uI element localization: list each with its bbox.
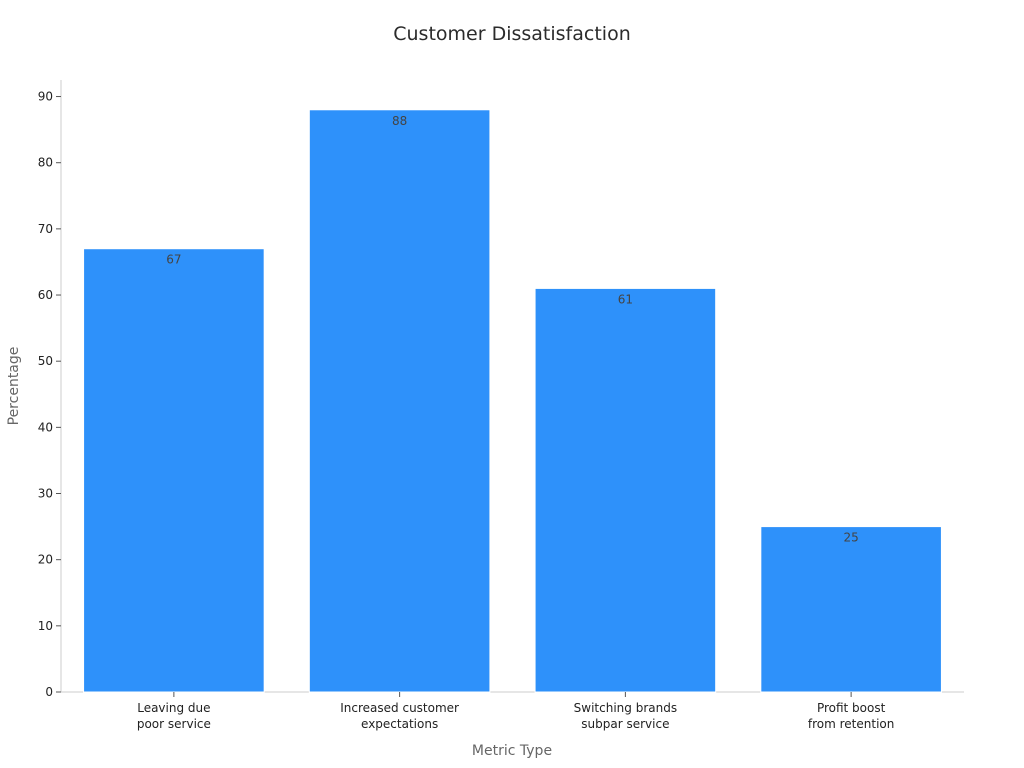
bar	[308, 109, 491, 693]
y-tick-label: 10	[38, 619, 53, 633]
bar-value-label: 61	[618, 292, 633, 306]
bars-group: 67 88 61 25	[83, 109, 942, 693]
y-axis-ticks: 0 10 20 30 40 50 60 70 80 90	[38, 90, 61, 699]
y-tick-label: 60	[38, 288, 53, 302]
bar	[534, 287, 717, 693]
x-tick-label: Profit boost	[817, 701, 886, 715]
y-tick-label: 70	[38, 222, 53, 236]
x-tick-label: Switching brands	[574, 701, 677, 715]
bar	[83, 248, 265, 693]
x-axis-title: Metric Type	[472, 743, 552, 759]
y-tick-label: 50	[38, 354, 53, 368]
y-tick-label: 40	[38, 420, 53, 434]
y-axis-title: Percentage	[6, 347, 22, 426]
x-tick-label: expectations	[361, 717, 438, 731]
y-tick-label: 30	[38, 487, 53, 501]
x-tick-label: poor service	[137, 717, 211, 731]
bar-value-label: 88	[392, 114, 407, 128]
x-tick-label: Increased customer	[340, 701, 459, 715]
bar-value-label: 25	[843, 531, 858, 545]
x-tick-label: Leaving due	[137, 701, 210, 715]
y-tick-label: 90	[38, 90, 53, 104]
bar-value-label: 67	[166, 253, 181, 267]
x-tick-label: from retention	[808, 717, 894, 731]
x-tick-label: subpar service	[581, 717, 669, 731]
y-tick-label: 0	[45, 685, 53, 699]
bar	[760, 526, 942, 693]
chart-title: Customer Dissatisfaction	[393, 23, 630, 45]
y-tick-label: 20	[38, 553, 53, 567]
x-axis-ticks: Leaving due poor service Increased custome…	[137, 692, 894, 731]
y-tick-label: 80	[38, 156, 53, 170]
